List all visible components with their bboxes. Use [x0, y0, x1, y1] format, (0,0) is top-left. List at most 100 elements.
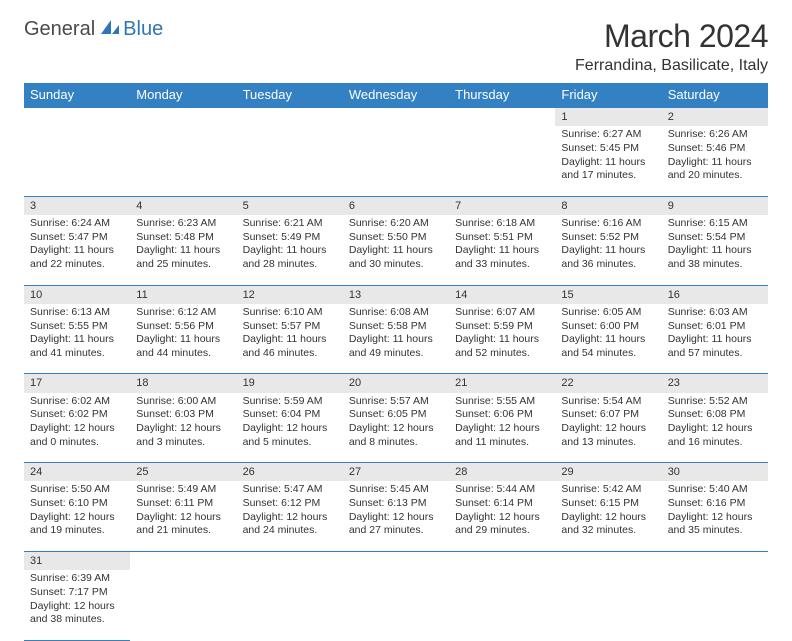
day-header: Thursday	[449, 83, 555, 107]
sunrise-text: Sunrise: 5:42 AM	[561, 483, 655, 497]
day-number-cell: 23	[662, 374, 768, 393]
day-number-cell: 29	[555, 463, 661, 482]
day-header: Friday	[555, 83, 661, 107]
sunset-text: Sunset: 7:17 PM	[30, 586, 124, 600]
sunset-text: Sunset: 5:50 PM	[349, 231, 443, 245]
day-content-cell	[662, 570, 768, 640]
daylight-text-1: Daylight: 12 hours	[561, 511, 655, 525]
daylight-text-1: Daylight: 12 hours	[243, 511, 337, 525]
day-number-cell	[130, 107, 236, 126]
day-number-cell	[343, 551, 449, 570]
day-content-cell: Sunrise: 6:12 AMSunset: 5:56 PMDaylight:…	[130, 304, 236, 374]
daylight-text-2: and 57 minutes.	[668, 347, 762, 361]
sunset-text: Sunset: 6:12 PM	[243, 497, 337, 511]
sunrise-text: Sunrise: 6:21 AM	[243, 217, 337, 231]
day-content-cell: Sunrise: 6:24 AMSunset: 5:47 PMDaylight:…	[24, 215, 130, 285]
daylight-text-2: and 22 minutes.	[30, 258, 124, 272]
day-number-cell: 16	[662, 285, 768, 304]
day-number-cell: 3	[24, 196, 130, 215]
daylight-text-2: and 13 minutes.	[561, 436, 655, 450]
daylight-text-1: Daylight: 11 hours	[455, 244, 549, 258]
day-number-cell	[130, 551, 236, 570]
daylight-text-2: and 52 minutes.	[455, 347, 549, 361]
day-content-cell: Sunrise: 6:18 AMSunset: 5:51 PMDaylight:…	[449, 215, 555, 285]
day-content-cell: Sunrise: 6:21 AMSunset: 5:49 PMDaylight:…	[237, 215, 343, 285]
day-content-cell	[343, 570, 449, 640]
day-number-cell: 14	[449, 285, 555, 304]
sunrise-text: Sunrise: 5:49 AM	[136, 483, 230, 497]
daylight-text-1: Daylight: 11 hours	[30, 244, 124, 258]
sunset-text: Sunset: 6:13 PM	[349, 497, 443, 511]
sunset-text: Sunset: 6:16 PM	[668, 497, 762, 511]
sunset-text: Sunset: 6:03 PM	[136, 408, 230, 422]
day-number-cell: 30	[662, 463, 768, 482]
month-title: March 2024	[575, 18, 768, 55]
daylight-text-2: and 20 minutes.	[668, 169, 762, 183]
daylight-text-1: Daylight: 11 hours	[30, 333, 124, 347]
day-number-cell: 24	[24, 463, 130, 482]
day-number-cell: 10	[24, 285, 130, 304]
sunset-text: Sunset: 5:55 PM	[30, 320, 124, 334]
sunrise-text: Sunrise: 5:55 AM	[455, 395, 549, 409]
day-content-cell: Sunrise: 5:55 AMSunset: 6:06 PMDaylight:…	[449, 393, 555, 463]
daylight-text-2: and 21 minutes.	[136, 524, 230, 538]
sunrise-text: Sunrise: 5:40 AM	[668, 483, 762, 497]
calendar-table: Sunday Monday Tuesday Wednesday Thursday…	[24, 83, 768, 641]
daylight-text-1: Daylight: 11 hours	[349, 244, 443, 258]
daylight-text-2: and 33 minutes.	[455, 258, 549, 272]
daylight-text-2: and 38 minutes.	[30, 613, 124, 627]
day-number-cell	[449, 107, 555, 126]
daylight-text-2: and 54 minutes.	[561, 347, 655, 361]
day-content-cell: Sunrise: 5:59 AMSunset: 6:04 PMDaylight:…	[237, 393, 343, 463]
daylight-text-1: Daylight: 11 hours	[455, 333, 549, 347]
day-content-cell: Sunrise: 5:42 AMSunset: 6:15 PMDaylight:…	[555, 481, 661, 551]
day-content-row: Sunrise: 6:02 AMSunset: 6:02 PMDaylight:…	[24, 393, 768, 463]
sunset-text: Sunset: 5:56 PM	[136, 320, 230, 334]
daylight-text-2: and 28 minutes.	[243, 258, 337, 272]
sunset-text: Sunset: 6:02 PM	[30, 408, 124, 422]
sunset-text: Sunset: 6:00 PM	[561, 320, 655, 334]
day-number-cell: 11	[130, 285, 236, 304]
day-content-cell: Sunrise: 5:47 AMSunset: 6:12 PMDaylight:…	[237, 481, 343, 551]
daylight-text-2: and 35 minutes.	[668, 524, 762, 538]
day-number-cell: 9	[662, 196, 768, 215]
sunrise-text: Sunrise: 6:12 AM	[136, 306, 230, 320]
header: General Blue March 2024 Ferrandina, Basi…	[24, 18, 768, 75]
daylight-text-1: Daylight: 11 hours	[561, 156, 655, 170]
sunset-text: Sunset: 6:11 PM	[136, 497, 230, 511]
day-number-row: 24252627282930	[24, 463, 768, 482]
sunset-text: Sunset: 6:01 PM	[668, 320, 762, 334]
sunrise-text: Sunrise: 6:15 AM	[668, 217, 762, 231]
day-content-cell: Sunrise: 5:54 AMSunset: 6:07 PMDaylight:…	[555, 393, 661, 463]
day-number-cell	[555, 551, 661, 570]
daylight-text-2: and 46 minutes.	[243, 347, 337, 361]
day-number-row: 3456789	[24, 196, 768, 215]
day-content-cell: Sunrise: 6:05 AMSunset: 6:00 PMDaylight:…	[555, 304, 661, 374]
day-content-cell: Sunrise: 5:40 AMSunset: 6:16 PMDaylight:…	[662, 481, 768, 551]
day-number-cell: 13	[343, 285, 449, 304]
daylight-text-2: and 41 minutes.	[30, 347, 124, 361]
sunset-text: Sunset: 5:51 PM	[455, 231, 549, 245]
day-number-cell: 25	[130, 463, 236, 482]
day-number-cell: 21	[449, 374, 555, 393]
daylight-text-2: and 29 minutes.	[455, 524, 549, 538]
sunset-text: Sunset: 6:14 PM	[455, 497, 549, 511]
daylight-text-1: Daylight: 12 hours	[136, 511, 230, 525]
sunrise-text: Sunrise: 6:20 AM	[349, 217, 443, 231]
day-content-cell: Sunrise: 6:39 AMSunset: 7:17 PMDaylight:…	[24, 570, 130, 640]
daylight-text-1: Daylight: 11 hours	[243, 244, 337, 258]
day-content-cell	[24, 126, 130, 196]
daylight-text-1: Daylight: 11 hours	[668, 244, 762, 258]
sunset-text: Sunset: 5:57 PM	[243, 320, 337, 334]
day-header: Sunday	[24, 83, 130, 107]
sunrise-text: Sunrise: 5:45 AM	[349, 483, 443, 497]
day-header-row: Sunday Monday Tuesday Wednesday Thursday…	[24, 83, 768, 107]
day-content-row: Sunrise: 6:39 AMSunset: 7:17 PMDaylight:…	[24, 570, 768, 640]
day-number-cell: 8	[555, 196, 661, 215]
sunrise-text: Sunrise: 5:50 AM	[30, 483, 124, 497]
day-content-cell: Sunrise: 6:13 AMSunset: 5:55 PMDaylight:…	[24, 304, 130, 374]
sunrise-text: Sunrise: 6:03 AM	[668, 306, 762, 320]
day-content-cell: Sunrise: 6:08 AMSunset: 5:58 PMDaylight:…	[343, 304, 449, 374]
day-header: Monday	[130, 83, 236, 107]
daylight-text-2: and 11 minutes.	[455, 436, 549, 450]
